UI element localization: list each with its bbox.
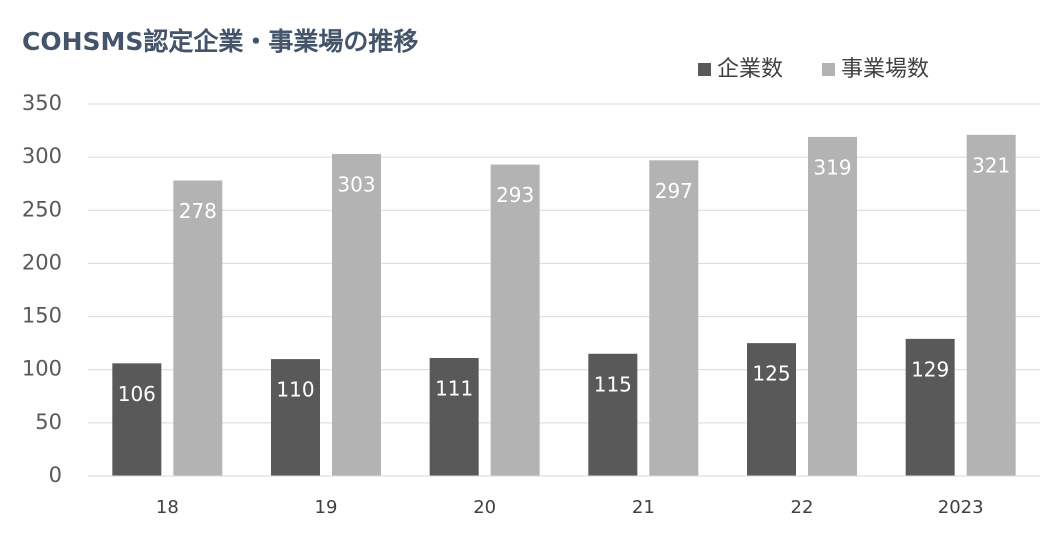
value-label: 303 — [337, 172, 375, 196]
y-tick-label: 250 — [22, 197, 62, 221]
bar — [112, 363, 162, 476]
y-tick-label: 350 — [22, 91, 62, 115]
value-label: 321 — [972, 153, 1010, 177]
x-tick-label: 19 — [315, 497, 338, 518]
bar — [173, 180, 223, 477]
value-label: 115 — [594, 372, 632, 396]
y-tick-label: 200 — [22, 250, 62, 274]
value-label: 111 — [435, 377, 473, 401]
legend-swatch — [822, 63, 835, 76]
y-tick-label: 0 — [49, 463, 62, 487]
legend-label: 企業数 — [717, 57, 783, 82]
bar — [966, 134, 1016, 476]
y-tick-label: 50 — [35, 410, 62, 434]
bar — [332, 153, 381, 476]
value-label: 106 — [118, 382, 156, 406]
x-tick-label: 18 — [156, 497, 179, 518]
x-tick-label: 22 — [791, 497, 814, 518]
bar — [490, 164, 540, 476]
legend-swatch — [698, 63, 711, 76]
bar — [271, 359, 320, 476]
value-label: 125 — [752, 362, 790, 386]
value-label: 293 — [496, 183, 534, 207]
bar — [747, 343, 796, 476]
y-tick-label: 150 — [22, 304, 62, 328]
value-label: 129 — [911, 357, 949, 381]
x-tick-label: 21 — [632, 497, 655, 518]
bar — [808, 136, 857, 476]
x-tick-label: 20 — [473, 497, 496, 518]
bar — [588, 353, 638, 476]
bar — [429, 358, 479, 476]
chart-title: COHSMS認定企業・事業場の推移 — [22, 27, 418, 56]
bar — [905, 338, 955, 476]
value-label: 297 — [655, 179, 693, 203]
y-tick-label: 100 — [22, 357, 62, 381]
y-tick-label: 300 — [22, 144, 62, 168]
bar — [649, 160, 699, 476]
legend-label: 事業場数 — [841, 57, 929, 82]
value-label: 278 — [179, 199, 217, 223]
x-tick-label: 2023 — [938, 497, 984, 518]
value-label: 319 — [813, 155, 851, 179]
value-label: 110 — [276, 378, 314, 402]
